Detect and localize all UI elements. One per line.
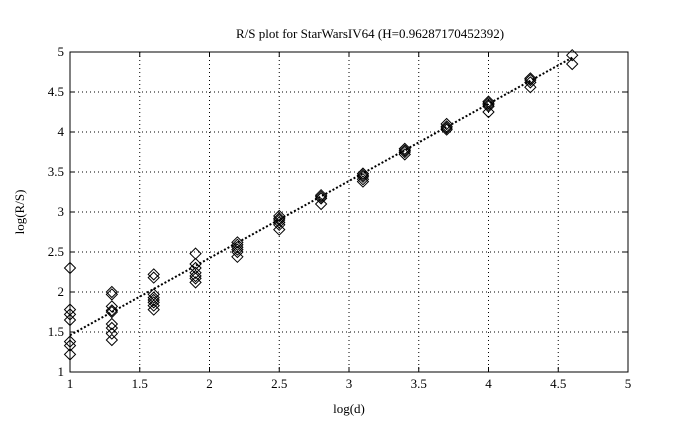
data-point-diamond: [231, 243, 244, 256]
data-point-diamond: [398, 145, 412, 159]
data-point-diamond: [314, 190, 328, 204]
fit-line: [69, 56, 573, 337]
x-tick-label: 4.5: [550, 376, 566, 391]
y-tick-label: 1.5: [48, 324, 64, 339]
data-point-diamond: [147, 296, 160, 309]
data-point-diamond: [147, 271, 160, 284]
x-tick-label: 3.5: [411, 376, 427, 391]
data-point-diamond: [147, 291, 160, 304]
data-point-diamond: [147, 303, 160, 316]
data-point-diamond: [147, 268, 160, 281]
y-tick-label: 2: [58, 284, 65, 299]
data-point-diamond: [105, 304, 119, 317]
data-point-diamond: [524, 80, 537, 94]
data-point-diamond: [189, 272, 202, 285]
data-point-diamond: [105, 300, 119, 313]
x-tick-label: 1.5: [132, 376, 148, 391]
data-point-diamond: [524, 76, 537, 89]
data-point-diamond: [189, 247, 202, 260]
data-point-diamond: [524, 73, 537, 87]
chart-title: R/S plot for StarWarsIV64 (H=0.962871704…: [236, 26, 504, 41]
data-point-diamond: [356, 168, 370, 182]
data-point-diamond: [231, 238, 244, 252]
data-point-diamond: [314, 197, 328, 211]
x-tick-label: 1: [67, 376, 74, 391]
data-point-diamond: [440, 117, 453, 131]
data-point-diamond: [105, 333, 119, 347]
data-point-diamond: [189, 276, 202, 289]
data-point-diamond: [105, 327, 119, 340]
data-point-diamond: [398, 142, 412, 156]
data-point-diamond: [147, 299, 160, 312]
y-tick-label: 3.5: [48, 164, 64, 179]
y-tick-label: 1: [58, 364, 65, 379]
data-point-diamond: [231, 250, 244, 264]
data-point-diamond: [189, 266, 202, 280]
data-point-diamond: [356, 175, 370, 188]
data-point-diamond: [398, 148, 412, 161]
data-point-diamond: [440, 121, 453, 135]
data-point-diamond: [565, 57, 579, 71]
data-point-diamond: [356, 167, 370, 180]
y-tick-label: 3: [58, 204, 65, 219]
data-point-diamond: [440, 120, 453, 133]
data-point-diamond: [189, 269, 202, 283]
data-point-diamond: [482, 100, 495, 113]
axis-ticks: 1 1.5 2 2.5 3 3.5 4 4.5 5 1 1.5 2 2.5 3 3.5 4 4.5 5: [48, 44, 632, 391]
x-axis-label: log(d): [333, 401, 365, 416]
data-point-diamond: [440, 123, 453, 136]
data-point-diamond: [231, 245, 244, 259]
y-tick-label: 4.5: [48, 84, 64, 99]
data-point-diamond: [482, 105, 495, 119]
data-point-diamond: [482, 98, 495, 112]
data-point-diamond: [189, 257, 202, 271]
data-point-diamond: [273, 223, 286, 236]
data-point-diamond: [482, 96, 495, 110]
data-point-diamond: [147, 293, 160, 307]
data-point-diamond: [314, 188, 328, 202]
data-point-diamond: [273, 209, 286, 223]
x-tick-label: 2: [206, 376, 213, 391]
y-tick-label: 4: [58, 124, 65, 139]
data-point-diamond: [273, 218, 286, 232]
data-point-diamond: [314, 192, 328, 205]
fit-line-layer: [69, 56, 573, 337]
data-point-diamond: [565, 48, 579, 62]
y-axis-label: log(R/S): [12, 190, 27, 235]
data-point-diamond: [105, 288, 119, 301]
data-point-diamond: [524, 72, 537, 85]
data-point-diamond: [356, 172, 370, 186]
data-point-diamond: [231, 240, 244, 254]
data-point-diamond: [105, 285, 119, 299]
gridlines: [70, 52, 628, 372]
data-point-diamond: [398, 144, 412, 157]
data-point-diamond: [231, 236, 244, 249]
x-tick-label: 5: [625, 376, 632, 391]
x-tick-label: 4: [485, 376, 492, 391]
y-tick-label: 5: [58, 44, 65, 59]
x-tick-label: 2.5: [271, 376, 287, 391]
data-point-diamond: [273, 216, 286, 229]
data-point-diamond: [105, 305, 119, 319]
data-point-diamond: [356, 170, 370, 184]
data-point-diamond: [105, 321, 119, 335]
data-point-diamond: [273, 213, 286, 227]
data-point-diamond: [105, 317, 119, 331]
x-tick-label: 3: [346, 376, 353, 391]
y-tick-label: 2.5: [48, 244, 64, 259]
